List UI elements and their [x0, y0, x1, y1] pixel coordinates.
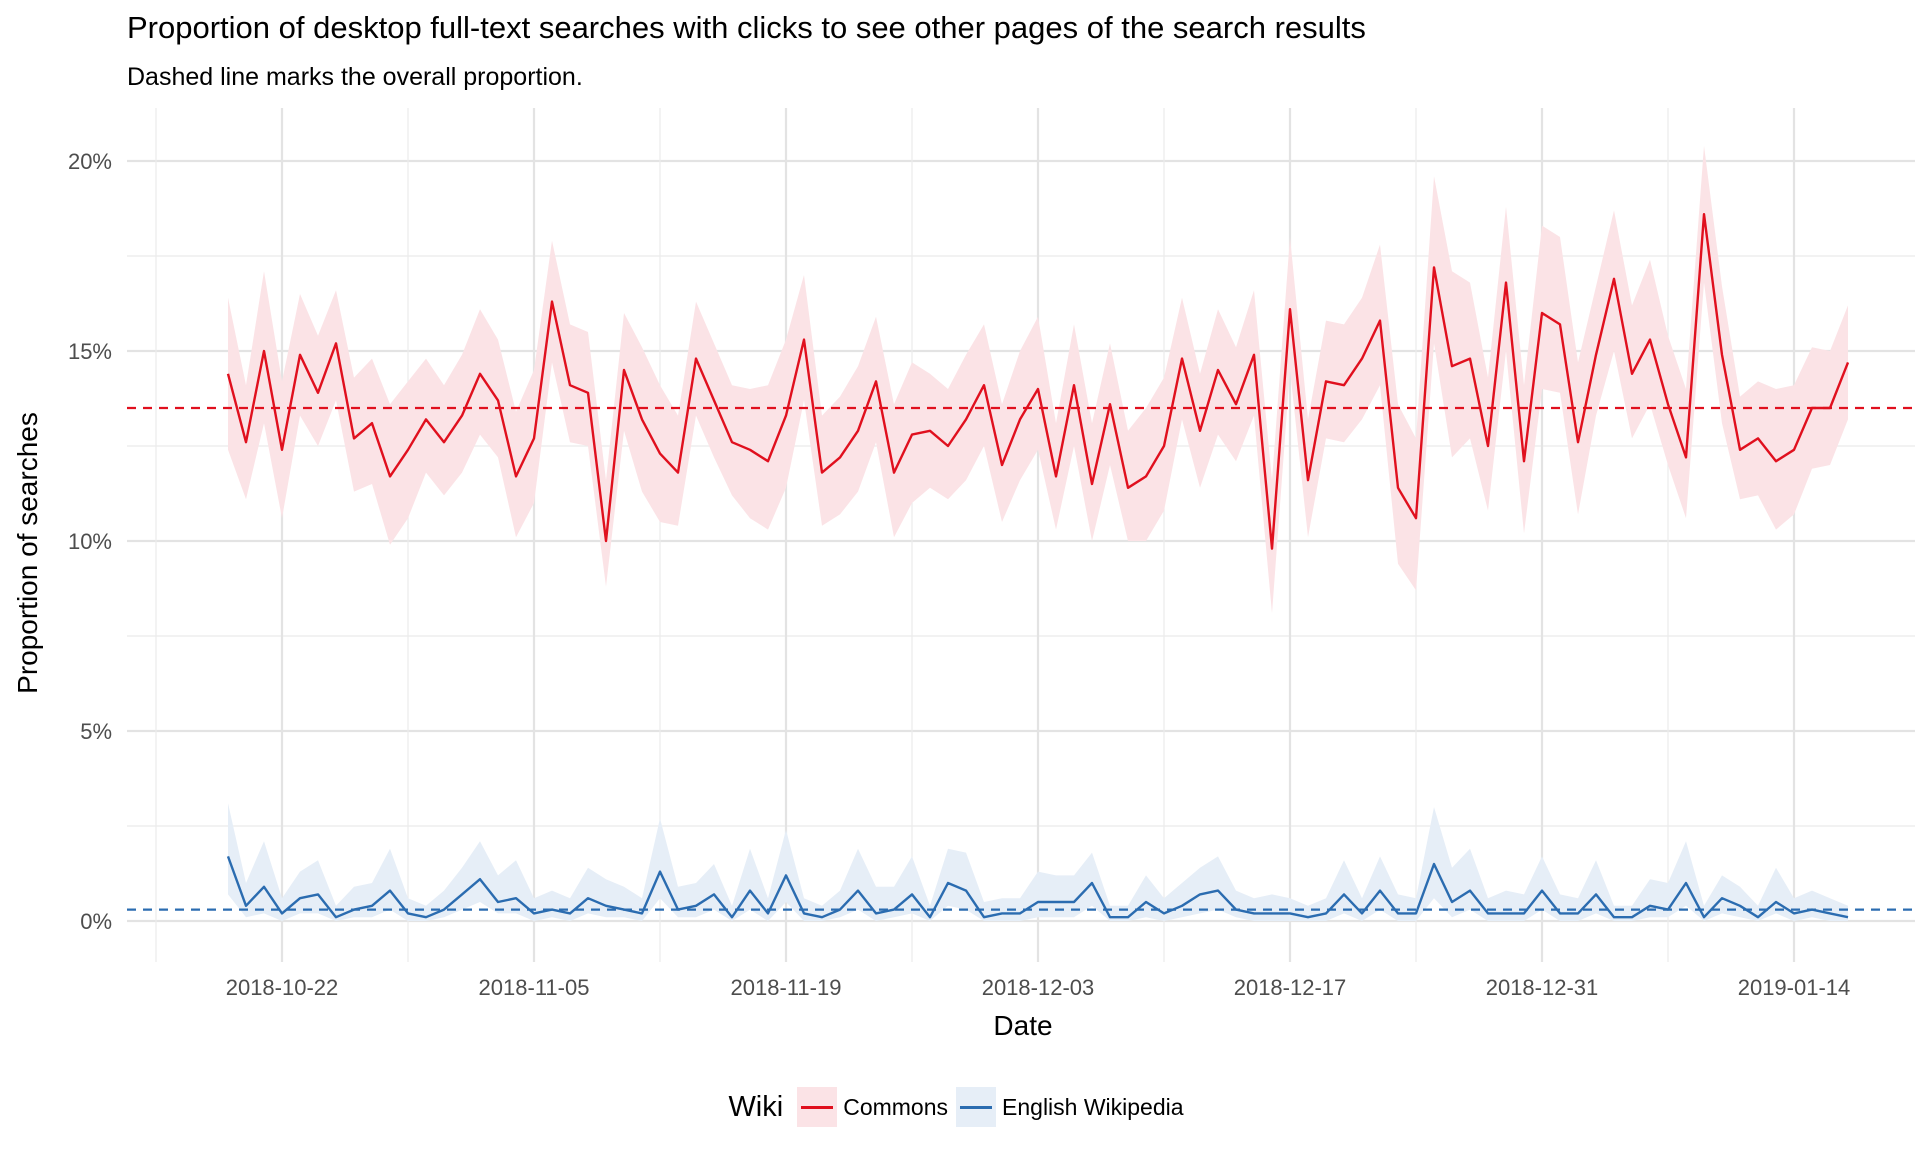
y-tick-label: 10%	[68, 529, 112, 554]
x-tick-label: 2018-12-31	[1486, 975, 1599, 1000]
legend-key-commons	[797, 1087, 838, 1127]
x-tick-label: 2018-12-17	[1234, 975, 1347, 1000]
x-tick-label: 2018-11-19	[731, 975, 842, 1000]
overall-proportion-lines	[127, 406, 1915, 911]
legend-item-commons: Commons	[797, 1087, 948, 1127]
chart-title: Proportion of desktop full-text searches…	[127, 10, 1366, 45]
legend-label-commons: Commons	[843, 1093, 949, 1120]
y-axis-title: Proportion of searches	[12, 412, 43, 694]
series-lines	[226, 212, 1850, 919]
x-tick-label: 2018-12-03	[982, 975, 1095, 1000]
y-tick-label: 15%	[68, 339, 112, 364]
legend-title: Wiki	[728, 1090, 784, 1123]
x-axis-ticks: 2018-10-22 2018-11-05 2018-11-19 2018-12-03…	[226, 975, 1851, 1000]
series-line-commons	[226, 212, 1850, 550]
legend-label-english-wikipedia: English Wikipedia	[1002, 1093, 1184, 1120]
y-tick-label: 20%	[68, 149, 112, 174]
series-line-english-wikipedia	[226, 855, 1849, 919]
confidence-band-commons	[228, 145, 1848, 614]
x-tick-label: 2018-11-05	[479, 975, 590, 1000]
y-tick-label: 0%	[80, 909, 112, 934]
y-tick-label: 5%	[80, 719, 112, 744]
x-tick-label: 2018-10-22	[226, 975, 339, 1000]
x-tick-label: 2019-01-14	[1738, 975, 1851, 1000]
chart-subtitle: Dashed line marks the overall proportion…	[127, 63, 583, 91]
legend: Wiki Commons English Wikipedia	[0, 1085, 1920, 1129]
confidence-band-english-wikipedia	[228, 803, 1848, 921]
legend-key-english-wikipedia	[956, 1087, 997, 1127]
y-axis-ticks: 0% 5% 10% 15% 20%	[68, 149, 112, 934]
confidence-bands	[228, 145, 1848, 921]
x-axis-title: Date	[993, 1010, 1052, 1041]
legend-item-english-wikipedia: English Wikipedia	[956, 1087, 1184, 1127]
